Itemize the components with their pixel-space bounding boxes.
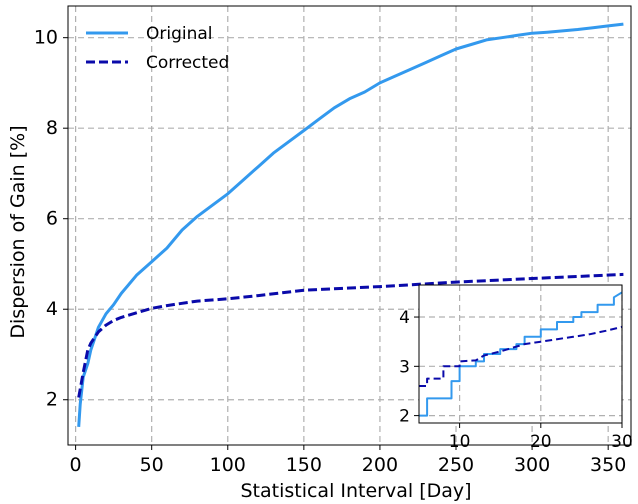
inset-plot-frame [418,284,623,424]
inset-series-line-corrected [419,325,623,387]
inset-x-tick-label: 30 [611,432,633,452]
y-tick-label: 4 [46,298,58,320]
legend: Original Corrected [86,24,229,73]
inset-series-line-original [419,291,623,417]
series-line-corrected [77,272,624,398]
x-tick-label: 50 [140,454,164,476]
inset-background [419,285,622,423]
legend-label-original: Original [146,24,213,44]
inset-chart: 10 20 30 2 3 4 [399,284,633,452]
inset-x-tick-label: 20 [530,432,552,452]
x-axis-label: Statistical Interval [Day] [240,480,471,502]
legend-label-corrected: Corrected [146,53,229,73]
main-axes: 0 50 100 150 200 250 300 350 2 4 6 8 10 [34,27,626,476]
main-series [77,22,624,427]
y-tick-label: 8 [46,117,58,139]
inset-axes: 10 20 30 2 3 4 [399,308,633,452]
x-tick-label: 100 [210,454,246,476]
x-tick-label: 300 [514,454,550,476]
x-tick-label: 150 [286,454,322,476]
x-tick-label: 0 [70,454,82,476]
x-tick-label: 350 [590,454,626,476]
y-tick-label: 2 [46,389,58,411]
inset-y-tick-label: 2 [399,407,410,427]
inset-y-tick-label: 4 [399,308,410,328]
inset-series [419,291,623,417]
main-plot-frame [67,5,632,446]
x-tick-label: 200 [362,454,398,476]
inset-y-tick-label: 3 [399,357,410,377]
y-tick-label: 10 [34,27,58,49]
series-line-original [77,22,624,427]
y-tick-label: 6 [46,208,58,230]
y-axis-label: Dispersion of Gain [%] [7,125,29,338]
inset-x-tick-label: 10 [449,432,471,452]
x-tick-label: 250 [438,454,474,476]
